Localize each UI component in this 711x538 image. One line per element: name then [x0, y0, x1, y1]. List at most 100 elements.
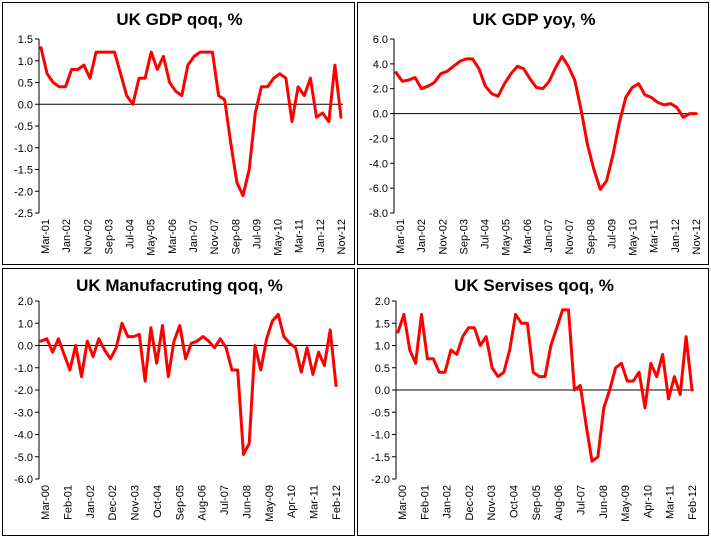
y-tick-label: 6.0: [373, 34, 388, 46]
x-tick-label: Nov-03: [130, 485, 142, 520]
x-tick-label: May-09: [620, 485, 632, 522]
x-tick-label: Jul-09: [606, 219, 618, 249]
x-tick-label: May-09: [264, 485, 276, 522]
x-tick-label: Oct-04: [152, 485, 164, 518]
x-tick-label: May-05: [501, 219, 513, 256]
x-tick-label: Jan-02: [85, 485, 97, 519]
y-tick-label: 0.5: [18, 78, 33, 90]
x-tick-label: Jan-07: [188, 219, 200, 253]
chart-svg: UK Servises qoq, % 2.0 1.5 1.0 0.5 0.0 -0.5 -1.…: [371, 276, 699, 522]
series-line: [396, 308, 694, 463]
x-tick-label: Mar-11: [665, 485, 677, 519]
x-tick-label: Nov-07: [564, 219, 576, 254]
x-tick-label: Sep-05: [174, 485, 186, 520]
x-tick-label: Jan-02: [442, 485, 454, 519]
y-tick-label: 1.0: [18, 318, 33, 330]
x-tick-label: Jul-04: [480, 219, 492, 249]
x-tick-label: Jun-08: [598, 485, 610, 519]
x-tick-label: May-10: [273, 219, 285, 256]
y-tick-label: 0.0: [373, 109, 388, 121]
y-tick-label: 4.0: [373, 59, 388, 71]
x-tick-label: Mar-11: [294, 219, 306, 253]
y-tick-label: -8.0: [369, 208, 388, 220]
x-tick-label: Sep-03: [458, 219, 470, 254]
x-tick-label: Jul-04: [125, 219, 137, 249]
x-tick-label: Feb-12: [331, 485, 343, 520]
x-tick-label: Nov-02: [82, 219, 94, 254]
x-tick-label: Jan-12: [670, 219, 682, 253]
y-tick-label: -3.0: [14, 407, 33, 419]
x-tick-label: Nov-12: [336, 219, 348, 254]
x-tick-label: Mar-06: [522, 219, 534, 254]
x-tick-label: Jul-07: [575, 485, 587, 515]
chart-panel-gdp-qoq: UK GDP qoq, % 1.5 1.0 0.5 0.0 -0.5 -1.0 -1.5 -2.…: [2, 2, 355, 265]
series-line: [394, 54, 698, 191]
y-tick-label: 2.0: [373, 84, 388, 96]
x-tick-label: Nov-02: [437, 219, 449, 254]
y-tick-label: -1.0: [14, 363, 33, 375]
y-tick-label: -2.0: [371, 474, 390, 486]
y-tick-label: 1.5: [18, 34, 33, 46]
y-tick-label: -1.5: [371, 452, 390, 464]
chart-svg: UK GDP qoq, % 1.5 1.0 0.5 0.0 -0.5 -1.0 -1.5 -2.…: [14, 10, 348, 256]
y-tick-label: -0.5: [14, 121, 33, 133]
chart-title: UK GDP yoy, %: [472, 10, 595, 29]
y-tick-label: -5.0: [14, 452, 33, 464]
x-tick-label: Feb-01: [419, 485, 431, 520]
y-tick-label: 0.0: [18, 341, 33, 353]
chart-title: UK GDP qoq, %: [116, 10, 242, 29]
x-tick-label: Mar-11: [309, 485, 321, 519]
y-tick-label: 2.0: [18, 296, 33, 308]
y-tick-label: 0.5: [375, 363, 390, 375]
x-tick-label: May-05: [146, 219, 158, 256]
x-tick-label: Mar-01: [40, 219, 52, 254]
x-tick-label: Jan-07: [543, 219, 555, 253]
x-tick-label: Aug-06: [197, 485, 209, 520]
y-tick-label: 1.0: [18, 56, 33, 68]
x-tick-label: Apr-10: [286, 485, 298, 518]
x-tick-label: Mar-06: [167, 219, 179, 254]
x-tick-label: Nov-03: [486, 485, 498, 520]
x-tick-label: Jan-12: [315, 219, 327, 253]
y-tick-label: -2.0: [14, 186, 33, 198]
y-tick-label: -1.0: [14, 143, 33, 155]
y-tick-label: 1.5: [375, 318, 390, 330]
x-tick-label: Mar-11: [649, 219, 661, 253]
y-tick-label: -2.5: [14, 208, 33, 220]
y-tick-label: -0.5: [371, 407, 390, 419]
x-tick-label: Jan-02: [416, 219, 428, 253]
y-tick-label: -2.0: [14, 385, 33, 397]
x-tick-label: Sep-08: [230, 219, 242, 254]
chart-svg: UK Manufacruting qoq, % 2.0 1.0 0.0 -1.0 -2.0…: [14, 276, 343, 522]
y-tick-label: -6.0: [369, 183, 388, 195]
x-tick-label: Nov-07: [209, 219, 221, 254]
chart-panel-manufacturing-qoq: UK Manufacruting qoq, % 2.0 1.0 0.0 -1.0 -2.0…: [2, 268, 355, 536]
x-tick-label: Jan-02: [61, 219, 73, 253]
x-tick-label: Mar-00: [40, 485, 52, 520]
y-tick-label: -4.0: [14, 430, 33, 442]
x-tick-label: Mar-01: [395, 219, 407, 254]
chart-svg: UK GDP yoy, % 6.0 4.0 2.0 0.0 -2.0 -4.0 -6.0 -8.…: [369, 10, 703, 256]
x-tick-label: Dec-02: [107, 485, 119, 520]
x-tick-label: Jul-07: [219, 485, 231, 515]
x-tick-label: Feb-12: [687, 485, 699, 520]
x-tick-label: May-10: [628, 219, 640, 256]
y-tick-label: -1.5: [14, 165, 33, 177]
y-tick-label: -1.0: [371, 430, 390, 442]
x-tick-label: Jun-08: [241, 485, 253, 519]
y-tick-label: -4.0: [369, 158, 388, 170]
x-tick-label: Oct-04: [509, 485, 521, 518]
y-tick-label: -2.0: [369, 133, 388, 145]
chart-title: UK Manufacruting qoq, %: [76, 276, 283, 295]
x-tick-label: Sep-05: [531, 485, 543, 520]
chart-title: UK Servises qoq, %: [454, 276, 614, 295]
y-tick-label: 2.0: [375, 296, 390, 308]
x-tick-label: Dec-02: [464, 485, 476, 520]
x-tick-label: Sep-03: [103, 219, 115, 254]
y-tick-label: 0.0: [375, 385, 390, 397]
x-tick-label: Nov-12: [691, 219, 703, 254]
x-tick-label: Jul-09: [251, 219, 263, 249]
y-tick-label: 0.0: [18, 99, 33, 111]
y-tick-label: -6.0: [14, 474, 33, 486]
x-tick-label: Aug-06: [553, 485, 565, 520]
